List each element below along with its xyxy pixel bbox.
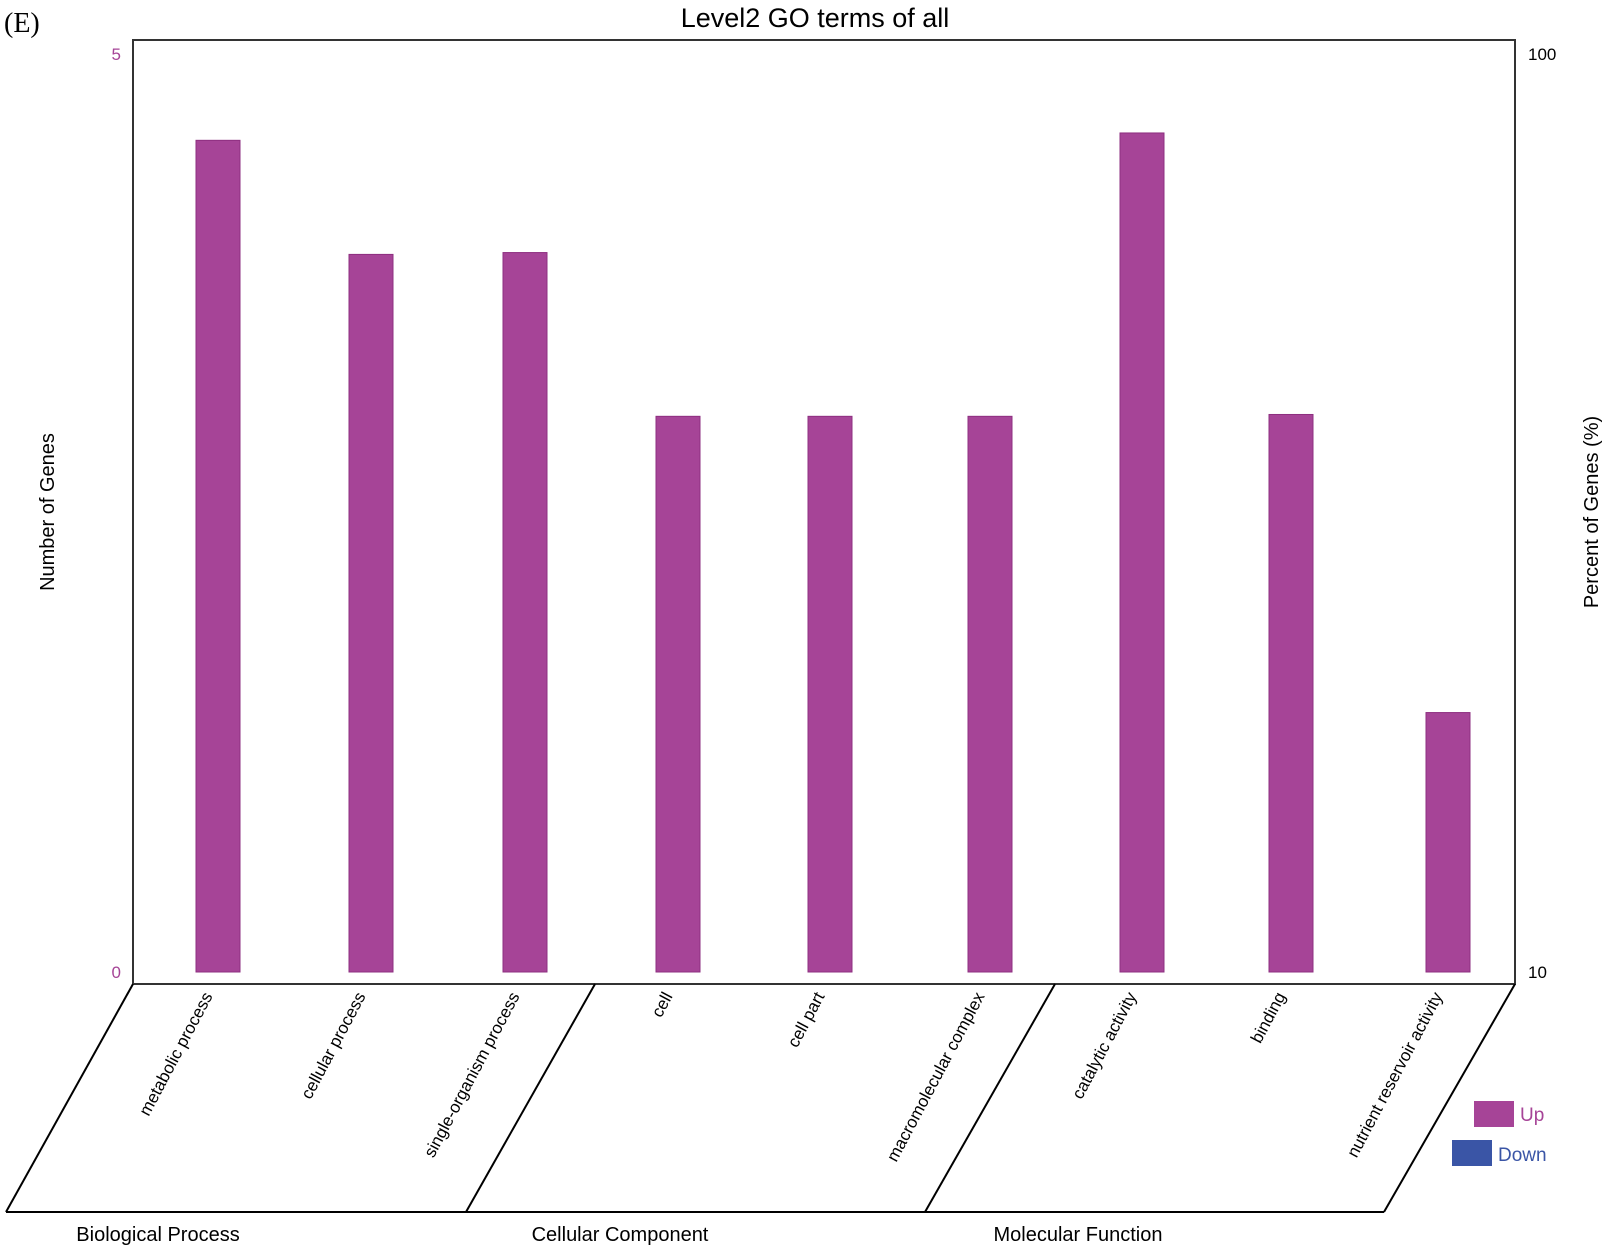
bar-single-organism-process <box>502 252 548 973</box>
bar-metabolic-process <box>195 139 241 973</box>
legend-swatch-up <box>1474 1101 1514 1127</box>
group-divider-left <box>5 983 134 1213</box>
group-label-molecular-function: Molecular Function <box>994 1224 1163 1246</box>
legend-swatch-down <box>1452 1140 1492 1166</box>
legend-label-down: Down <box>1498 1145 1547 1166</box>
group-divider-1 <box>465 983 596 1213</box>
x-tick-label-metabolic-process: metabolic process <box>135 989 216 1119</box>
y-axis-label: Number of Genes <box>37 433 59 591</box>
y2-axis-label: Percent of Genes (%) <box>1581 416 1603 608</box>
bar-binding <box>1268 413 1314 973</box>
bar-catalytic-activity <box>1119 132 1165 973</box>
bar-cellular-process <box>348 253 394 973</box>
x-tick-label-macromolecular-complex: macromolecular complex <box>883 989 989 1165</box>
bar-cell <box>655 415 701 973</box>
y-tick-bottom: 0 <box>112 963 121 982</box>
group-label-biological-process: Biological Process <box>76 1224 239 1246</box>
y2-tick-top: 100 <box>1528 45 1556 64</box>
group-divider-2 <box>924 983 1056 1213</box>
x-tick-label-nutrient-reservoir-activity: nutrient reservoir activity <box>1343 989 1447 1161</box>
panel-label: (E) <box>4 8 40 39</box>
group-divider-right <box>1383 983 1516 1213</box>
x-tick-label-catalytic-activity: catalytic activity <box>1068 989 1140 1103</box>
group-label-cellular-component: Cellular Component <box>532 1224 709 1246</box>
x-tick-label-binding: binding <box>1247 989 1290 1046</box>
y-tick-top: 5 <box>112 45 121 64</box>
x-tick-label-single-organism-process: single-organism process <box>420 989 523 1161</box>
bar-nutrient-reservoir-activity <box>1425 712 1471 973</box>
y2-tick-bottom: 10 <box>1528 963 1547 982</box>
chart-title: Level2 GO terms of all <box>681 3 950 33</box>
bar-macromolecular-complex <box>967 415 1013 973</box>
bar-cell-part <box>807 415 853 973</box>
plot-area-frame <box>132 39 1516 985</box>
x-tick-label-cell: cell <box>648 989 677 1020</box>
x-tick-label-cell-part: cell part <box>784 989 829 1051</box>
legend-label-up: Up <box>1520 1105 1544 1126</box>
x-tick-label-cellular-process: cellular process <box>297 989 369 1102</box>
